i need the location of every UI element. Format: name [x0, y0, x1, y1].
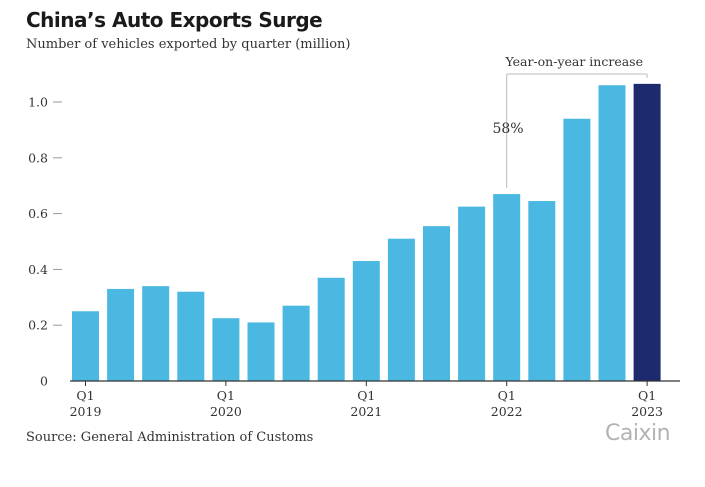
caixin-logo: Caixin [605, 421, 671, 446]
source-note: Source: General Administration of Custom… [26, 430, 314, 445]
bar-2021-q3 [423, 226, 450, 381]
y-tick-label: 0.6 [28, 206, 48, 221]
x-tick-label-year: 2023 [631, 404, 663, 419]
bar-2019-q3 [142, 286, 170, 381]
bar-2020-q1 [212, 318, 240, 381]
y-tick-label: 0.4 [28, 262, 48, 277]
bar-2022-q3 [563, 118, 591, 382]
x-tick-label-year: 2022 [491, 404, 523, 419]
bar-2022-q4 [598, 85, 626, 381]
bar-2020-q2 [247, 322, 275, 381]
bar-2019-q2 [107, 288, 135, 381]
y-tick-label: 1.0 [28, 95, 48, 110]
bar-2021-q1 [352, 261, 380, 381]
x-tick-label-quarter: Q1 [498, 388, 516, 403]
y-tick-label: 0.2 [28, 318, 48, 333]
bar-2021-q2 [387, 238, 415, 381]
x-tick-label-quarter: Q1 [357, 388, 375, 403]
x-tick-label-quarter: Q1 [638, 388, 656, 403]
y-tick-label: 0 [40, 374, 48, 389]
bar-2022-q2 [528, 201, 556, 381]
bar-2019-q4 [177, 291, 205, 381]
x-tick-label-year: 2019 [70, 404, 102, 419]
x-tick-label-year: 2021 [350, 404, 382, 419]
bar-2021-q4 [458, 206, 486, 381]
bar-2020-q3 [282, 305, 310, 381]
bar-2022-q1 [493, 194, 521, 381]
bar-2023-q1 [633, 83, 661, 382]
bar-2019-q1 [72, 311, 99, 381]
annotation-label: Year-on-year increase [504, 54, 643, 69]
chart-subtitle: Number of vehicles exported by quarter (… [26, 37, 351, 52]
x-tick-label-quarter: Q1 [217, 388, 235, 403]
x-tick-label-year: 2020 [210, 404, 242, 419]
bar-2020-q4 [317, 277, 345, 381]
annotation-value: 58% [492, 121, 523, 137]
chart-title: China’s Auto Exports Surge [26, 8, 323, 32]
x-tick-label-quarter: Q1 [76, 388, 94, 403]
y-tick-label: 0.8 [28, 150, 48, 165]
